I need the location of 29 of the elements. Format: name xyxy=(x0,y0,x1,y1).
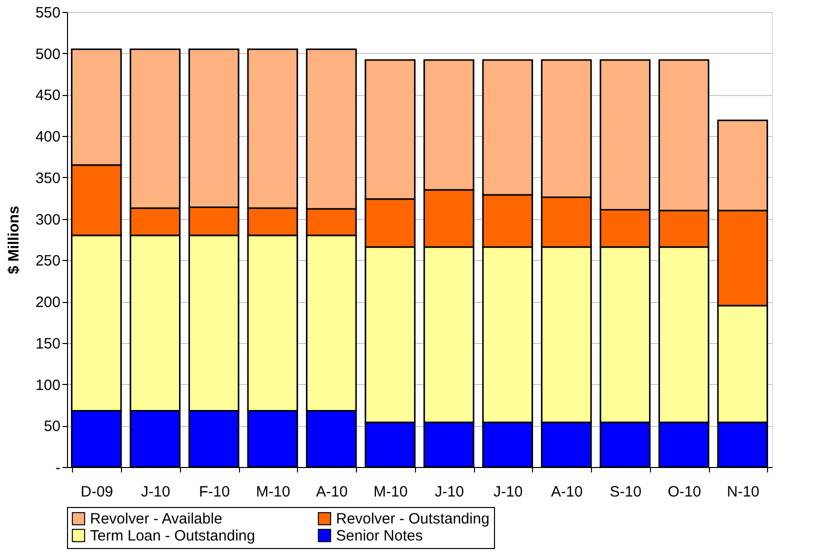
x-tick-label: J-10 xyxy=(434,484,464,500)
y-tick-label: 350 xyxy=(35,170,60,187)
x-tick-label: O-10 xyxy=(668,484,702,500)
legend-label: Senior Notes xyxy=(336,528,423,544)
x-tick-label: D-09 xyxy=(80,484,114,500)
y-tick-label: 500 xyxy=(35,46,60,63)
y-tick-label: 550 xyxy=(35,4,60,22)
y-tick-label: 100 xyxy=(35,376,60,394)
y-tick-label: 450 xyxy=(35,87,60,104)
legend-label: Revolver - Outstanding xyxy=(336,510,490,528)
y-tick-label: 250 xyxy=(35,252,60,270)
legend-label: Revolver - Available xyxy=(90,510,222,528)
y-tick-label: 50 xyxy=(44,418,60,436)
y-tick-label: 150 xyxy=(35,335,60,352)
x-tick-label: F-10 xyxy=(198,484,230,500)
x-tick-label: N-10 xyxy=(726,484,760,500)
y-tick-label: - xyxy=(56,460,60,476)
x-tick-label: M-10 xyxy=(256,484,290,500)
x-tick-label: A-10 xyxy=(551,484,583,500)
x-tick-label: S-10 xyxy=(610,484,642,500)
legend-label: Term Loan - Outstanding xyxy=(90,528,256,544)
x-tick-label: M-10 xyxy=(374,484,408,500)
x-tick-label: A-10 xyxy=(316,484,348,500)
y-tick-label: 200 xyxy=(35,294,60,312)
y-axis-title: $ Millions xyxy=(5,206,22,274)
y-tick-label: 400 xyxy=(35,128,60,146)
x-tick-label: J-10 xyxy=(494,484,523,500)
x-tick-label: J-10 xyxy=(141,484,170,500)
y-tick-label: 300 xyxy=(35,211,60,228)
